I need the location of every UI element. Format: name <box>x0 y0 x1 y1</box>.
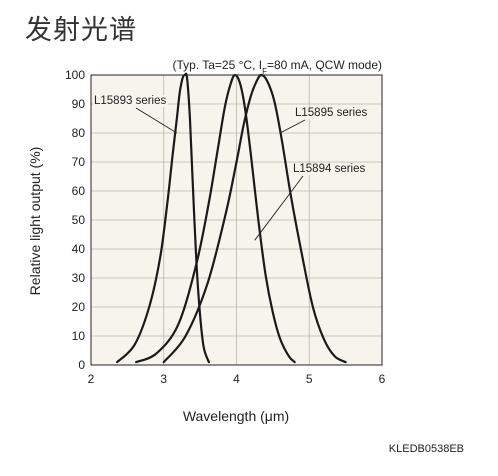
series-label-1: L15893 series <box>94 95 166 107</box>
x-tick-label: 5 <box>306 372 313 386</box>
page-title: 发射光谱 <box>25 15 137 46</box>
x-tick-labels: 2 3 4 5 6 <box>88 372 386 386</box>
y-tick-label: 20 <box>72 300 86 314</box>
series-label-2: L15895 series <box>295 107 367 119</box>
y-tick-label: 50 <box>72 213 86 227</box>
y-tick-label: 10 <box>72 329 86 343</box>
y-tick-labels: 0 10 20 30 40 50 60 70 80 90 100 <box>65 68 85 372</box>
y-tick-label: 30 <box>72 271 86 285</box>
series-label-bg <box>292 163 367 175</box>
series-label-3: L15894 series <box>293 163 365 175</box>
leader-line-2 <box>279 119 306 134</box>
condition-text: (Typ. Ta=25 °C, IF=80 mA, QCW mode) <box>172 58 382 76</box>
leader-line-1 <box>135 107 178 134</box>
y-tick-label: 0 <box>78 358 85 372</box>
figure-code: KLEDB0538EB <box>389 443 464 455</box>
series-line-1 <box>116 72 210 364</box>
y-axis-label: Relative light output (%) <box>27 147 43 296</box>
series-line-3 <box>162 73 347 364</box>
x-tick-label: 2 <box>88 372 95 386</box>
y-tick-label: 60 <box>72 184 86 198</box>
x-tick-label: 6 <box>379 372 386 386</box>
y-tick-label: 90 <box>72 97 86 111</box>
plot-frame <box>90 74 383 366</box>
y-tick-label: 100 <box>65 68 85 82</box>
leader-line-3 <box>254 175 304 241</box>
x-axis-label: Wavelength (μm) <box>183 408 289 424</box>
series-group <box>116 72 347 364</box>
series-line-2 <box>135 73 296 364</box>
series-label-bg <box>93 95 168 107</box>
y-tick-label: 70 <box>72 155 86 169</box>
annotations: L15893 series L15895 series L15894 series <box>93 95 369 241</box>
y-tick-label: 80 <box>72 126 86 140</box>
x-tick-label: 4 <box>233 372 240 386</box>
x-tick-label: 3 <box>160 372 167 386</box>
y-tick-label: 40 <box>72 242 86 256</box>
series-label-bg <box>294 107 369 119</box>
